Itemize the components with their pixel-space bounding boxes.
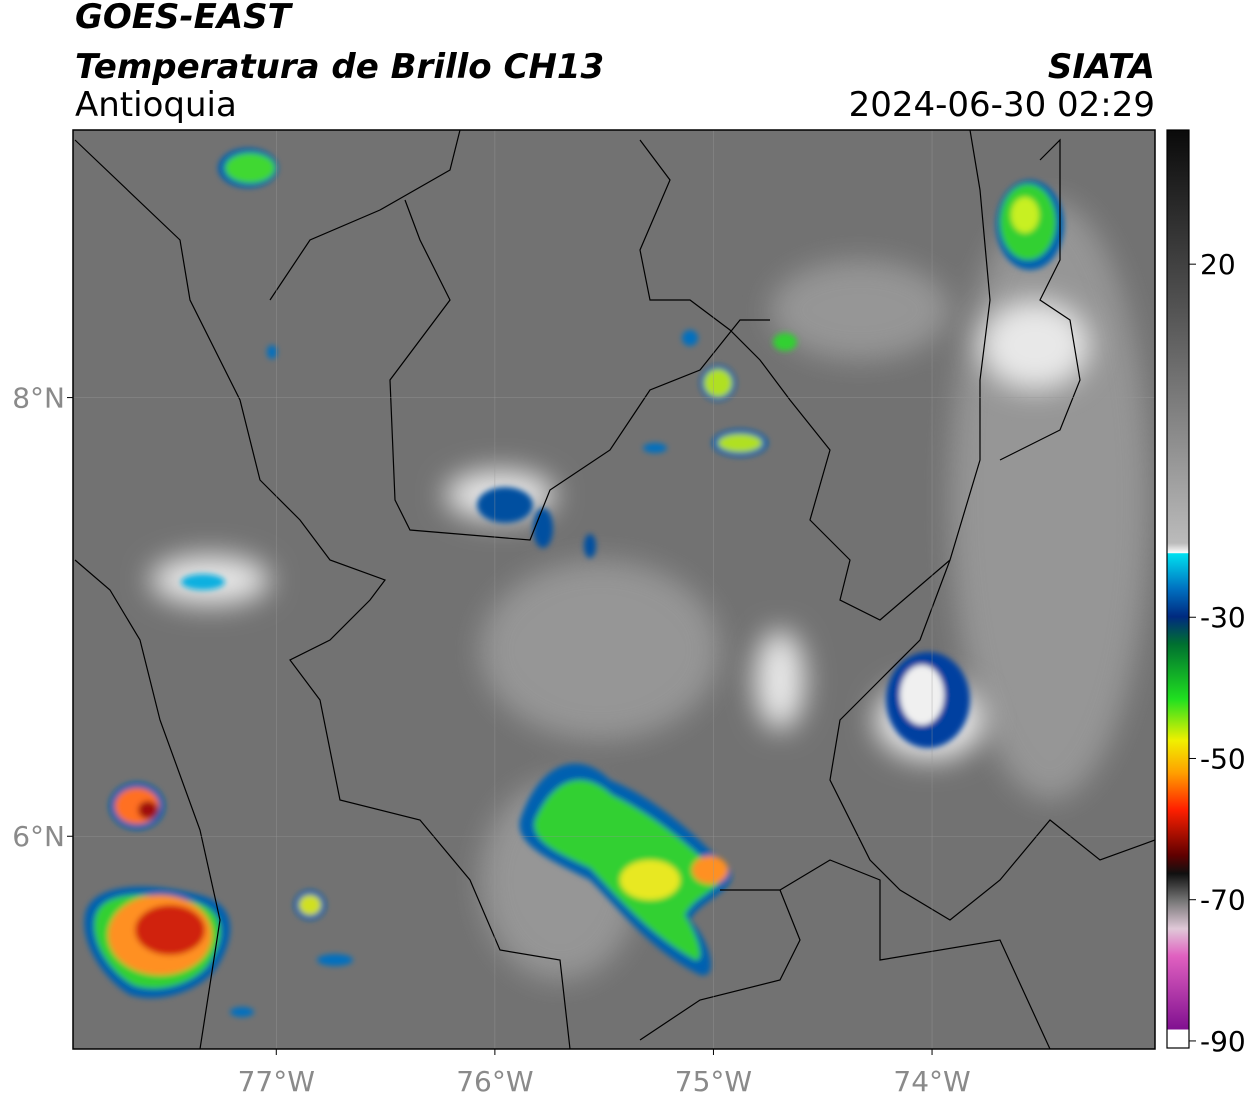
satellite-image: [73, 130, 1155, 1049]
y-tick-label: 8°N: [12, 382, 65, 415]
region: Antioquia: [75, 85, 237, 125]
x-tick-label: 77°W: [238, 1065, 315, 1098]
x-tick-label: 74°W: [893, 1065, 970, 1098]
source: SIATA: [1048, 47, 1155, 87]
colorbar-tick-label: -90: [1200, 1025, 1246, 1058]
x-tick-label: 75°W: [675, 1065, 752, 1098]
timestamp: 2024-06-30 02:29: [849, 85, 1155, 125]
plot-frame: [72, 129, 1156, 1050]
title: GOES-EAST: [75, 0, 294, 37]
borders: [74, 130, 1155, 1049]
grid: [73, 130, 1155, 1049]
x-tick-label: 76°W: [456, 1065, 533, 1098]
y-tick-label: 6°N: [12, 820, 65, 853]
colorbar-tick-label: 20: [1200, 248, 1236, 281]
colorbar-tick-label: -70: [1200, 884, 1246, 917]
colorbar-tick-label: -30: [1200, 601, 1246, 634]
subtitle: Temperatura de Brillo CH13: [75, 47, 604, 87]
colorbar: [1166, 129, 1190, 1049]
colorbar-tick-label: -50: [1200, 742, 1246, 775]
